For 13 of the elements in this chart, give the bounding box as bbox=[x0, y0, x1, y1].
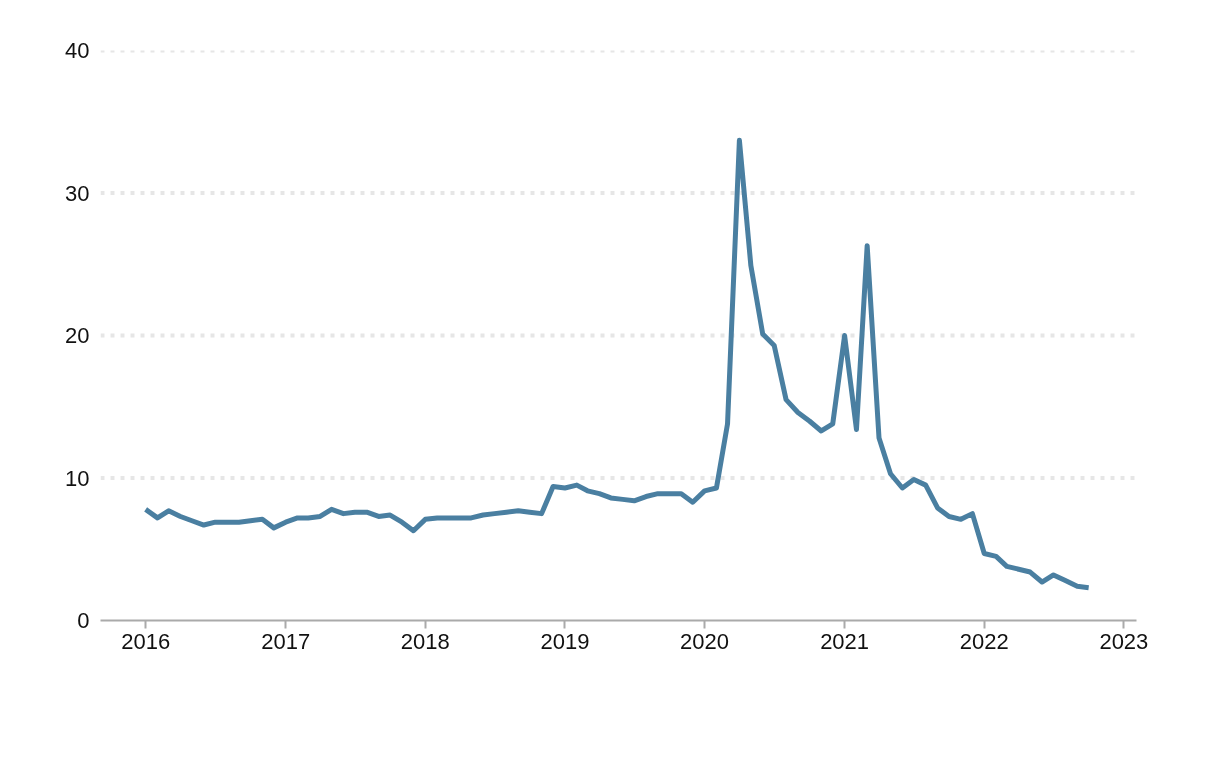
x-tick-label: 2017 bbox=[261, 628, 311, 654]
y-tick-label: 10 bbox=[65, 465, 90, 491]
y-tick-label: 20 bbox=[65, 323, 90, 348]
x-tick-label: 2016 bbox=[121, 628, 171, 654]
x-tick-label: 2022 bbox=[959, 628, 1009, 654]
y-tick-label: 0 bbox=[77, 608, 90, 633]
x-tick-label: 2018 bbox=[400, 628, 450, 654]
x-tick-label: 2023 bbox=[1099, 628, 1149, 654]
x-tick-label: 2021 bbox=[820, 628, 870, 654]
x-tick-label: 2020 bbox=[680, 628, 730, 654]
y-tick-label: 40 bbox=[65, 38, 90, 63]
x-tick-label: 2019 bbox=[540, 628, 590, 654]
y-tick-label: 30 bbox=[65, 180, 90, 206]
